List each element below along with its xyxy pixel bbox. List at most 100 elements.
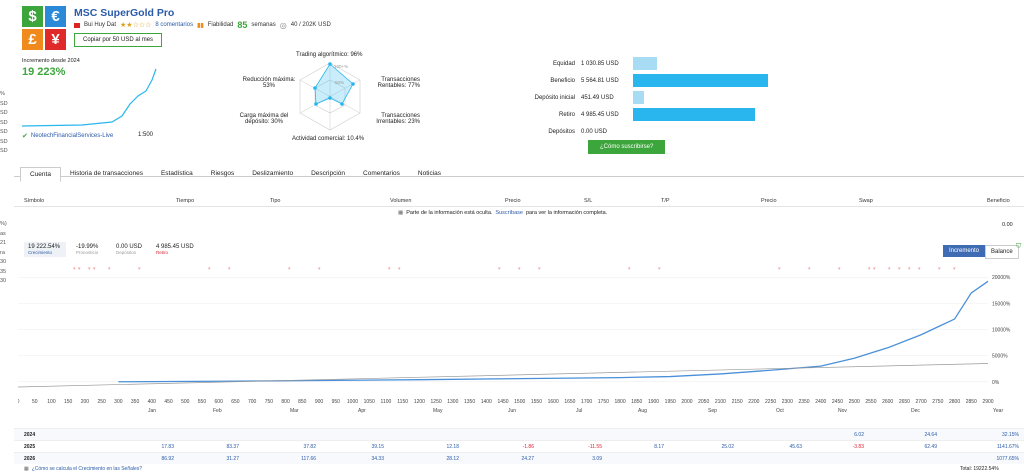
x-tick-label: 1750 [598, 399, 609, 405]
yen-icon: ¥ [45, 29, 66, 50]
trade-marker-icon: ▾ [898, 266, 901, 272]
month-header: Oct [776, 408, 784, 414]
trade-marker-icon: ▾ [918, 266, 921, 272]
trade-marker-icon: ▾ [538, 266, 541, 272]
trade-marker-icon: ▾ [138, 266, 141, 272]
x-tick-label: 300 [114, 399, 123, 405]
x-tick-label: 2000 [681, 399, 692, 405]
x-tick-label: 1350 [464, 399, 475, 405]
cut-label: 30 [0, 278, 7, 284]
x-tick-label: 2400 [815, 399, 826, 405]
comments-link[interactable]: 8 comentarios [155, 22, 194, 28]
trade-marker-icon: ▾ [868, 266, 871, 272]
trade-marker-icon: ▾ [908, 266, 911, 272]
trade-marker-icon: ▾ [518, 266, 521, 272]
x-tick-label: 200 [81, 399, 90, 405]
x-tick-label: 2700 [916, 399, 927, 405]
x-tick-label: 2800 [949, 399, 960, 405]
trade-marker-icon: ▾ [78, 266, 81, 272]
radar-scale-100: 100+% [334, 64, 349, 69]
subscribers-icon: ◎ [279, 20, 287, 30]
x-tick-label: 900 [315, 399, 324, 405]
trade-marker-icon: ▾ [93, 266, 96, 272]
x-tick-label: 2900 [982, 399, 993, 405]
cut-label: as [0, 230, 6, 237]
trend-series-line [18, 363, 989, 388]
account-row: Equidad 1 030.85 USD [515, 55, 768, 72]
month-header: Sep [708, 408, 717, 414]
broker-link[interactable]: NeotechFinancialServices-Live [30, 133, 114, 139]
col-beneficio: Beneficio [987, 198, 1010, 204]
tab-historia[interactable]: Historia de transacciones [69, 170, 143, 177]
tab-noticias[interactable]: Noticias [417, 170, 442, 177]
trade-marker-icon: ▾ [953, 266, 956, 272]
y-tick-label: 5000% [992, 354, 1008, 360]
subscribe-link[interactable]: Suscríbase [495, 210, 523, 216]
shield-icon: ⛉ [1016, 243, 1022, 250]
subscribe-button[interactable]: ¿Cómo suscribirse? [588, 140, 666, 154]
signal-meta: Bui Huy Dat ★★☆☆☆ 8 comentarios ▮▮ Fiabi… [74, 20, 331, 30]
summary-drawdown: -19.99% Pronosticio [76, 244, 98, 255]
weeks-count: 85 [237, 20, 248, 30]
month-header: Nov [838, 408, 847, 414]
x-tick-label: 2600 [882, 399, 893, 405]
account-row: Depósitos 0.00 USD [515, 123, 768, 140]
cut-label: SD [0, 100, 8, 107]
growth-help-link[interactable]: ¿Cómo se calcula el Crecimiento en las S… [31, 466, 143, 472]
growth-toggle-button[interactable]: Incremento [943, 245, 986, 257]
grid-icon: ▦ [24, 466, 29, 472]
growth-value: 19 223% [22, 66, 66, 78]
month-header: Jun [508, 408, 517, 414]
col-precio2: Precio [761, 198, 777, 204]
month-value: 12.18 [446, 444, 459, 450]
summary-growth[interactable]: 19 222.54% Crecimiento [24, 242, 66, 257]
notice-text: Parte de la información está oculta. [406, 210, 493, 216]
trade-marker-icon: ▾ [778, 266, 781, 272]
hidden-notice: ▦ Parte de la información está oculta. S… [398, 210, 607, 216]
radar-label-right-bottom: Transacciones Irrentables: 23% [376, 113, 420, 125]
year-label: 2024 [24, 432, 36, 438]
tab-deslizamiento[interactable]: Deslizamiento [252, 170, 294, 177]
signal-title[interactable]: MSC SuperGold Pro [74, 7, 175, 19]
radar-scale-50: 50% [335, 80, 345, 85]
left-cutoff-labels-2: %) as 21 ra 30 35 30 [0, 220, 7, 287]
cut-label: 21 [0, 240, 7, 246]
drawdown-label: Pronosticio [76, 250, 99, 255]
month-value: 25.02 [721, 444, 734, 450]
x-tick-label: 1650 [564, 399, 575, 405]
radar-label-top: Trading algorítmico: 96% [296, 52, 363, 58]
trade-marker-icon: ▾ [808, 266, 811, 272]
tab-riesgos[interactable]: Riesgos [210, 170, 235, 177]
month-value: 37.82 [303, 444, 316, 450]
balance-toggle-button[interactable]: Balance [985, 245, 1019, 259]
month-header: Year [993, 408, 1004, 414]
deposits-value: 0.00 USD [116, 244, 143, 250]
month-value: 34.33 [371, 456, 384, 462]
account-row: Retiro 4 985.45 USD [515, 106, 768, 123]
tab-bar: Cuenta Historia de transacciones Estadís… [20, 167, 450, 182]
x-tick-label: 350 [131, 399, 140, 405]
tab-descripcion[interactable]: Descripción [311, 170, 346, 177]
month-header: Apr [358, 408, 366, 414]
x-tick-label: 2350 [798, 399, 809, 405]
account-row-value: 5 564.81 USD [581, 77, 619, 84]
x-tick-label: 1100 [381, 399, 392, 405]
month-header: Jul [576, 408, 583, 414]
dollar-icon: $ [22, 6, 43, 27]
col-simbolo: Símbolo [24, 198, 45, 204]
month-header: Aug [638, 408, 647, 414]
copy-button[interactable]: Copiar por 50 USD al mes [74, 33, 163, 47]
tab-estadistica[interactable]: Estadística [160, 170, 193, 177]
x-tick-label: 2450 [832, 399, 843, 405]
trade-marker-icon: ▾ [658, 266, 661, 272]
x-tick-label: 1700 [581, 399, 592, 405]
x-tick-label: 850 [298, 399, 307, 405]
trade-marker-icon: ▾ [228, 266, 231, 272]
author-link[interactable]: Bui Huy Dat [84, 22, 117, 28]
month-value: 31.27 [226, 456, 239, 462]
account-row-bar [633, 74, 768, 87]
tab-cuenta[interactable]: Cuenta [20, 167, 61, 182]
euro-icon: € [45, 6, 66, 27]
tab-comentarios[interactable]: Comentarios [363, 170, 400, 177]
month-value: -1.86 [522, 444, 534, 450]
